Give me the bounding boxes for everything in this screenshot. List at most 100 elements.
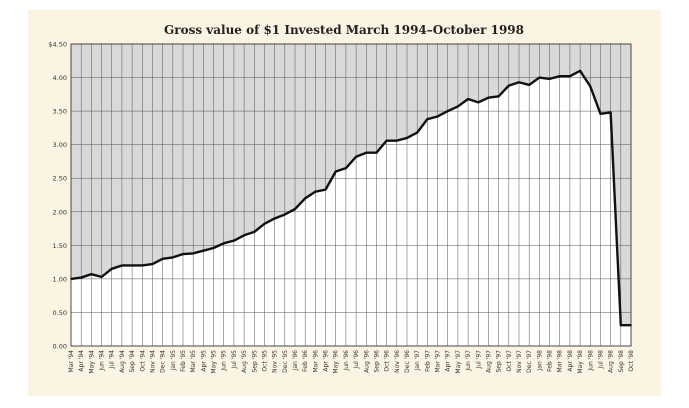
- x-tick-label: Oct '96: [384, 350, 391, 372]
- data-point: [110, 268, 113, 270]
- x-tick-label: Nov '97: [516, 350, 523, 373]
- data-point: [528, 84, 530, 86]
- data-point: [294, 208, 296, 210]
- data-point: [609, 111, 612, 114]
- data-point: [355, 155, 357, 158]
- data-point: [436, 115, 439, 118]
- x-tick-label: Jan '97: [414, 350, 421, 372]
- y-tick-label: $4.50: [48, 41, 67, 49]
- area-fill: [71, 70, 631, 346]
- x-tick-label: Nov '94: [149, 350, 156, 373]
- data-point: [100, 276, 103, 278]
- x-tick-label: Mar '95: [190, 350, 197, 373]
- data-point: [538, 76, 541, 79]
- x-tick-label: Jun '96: [343, 350, 350, 372]
- x-tick-label: Apr '95: [200, 350, 207, 372]
- data-point: [151, 263, 154, 265]
- x-tick-label: Feb '98: [547, 350, 554, 372]
- x-tick-label: Jan '96: [292, 350, 299, 372]
- data-point: [558, 75, 561, 78]
- data-point: [263, 223, 266, 225]
- x-tick-label: May '98: [577, 350, 584, 374]
- x-tick-label: Sep '96: [373, 350, 380, 373]
- data-point: [345, 167, 347, 169]
- data-point: [172, 256, 174, 259]
- data-point: [630, 324, 632, 326]
- data-point: [426, 118, 429, 120]
- x-tick-label: Dec '95: [282, 350, 289, 373]
- data-point: [365, 151, 368, 154]
- x-tick-label: Jan '95: [170, 350, 177, 372]
- y-tick-label: 4.00: [53, 74, 67, 82]
- data-point: [487, 96, 490, 99]
- data-point: [446, 110, 449, 112]
- data-point: [518, 81, 520, 84]
- y-tick-label: 0.00: [53, 343, 67, 351]
- data-point: [212, 247, 215, 249]
- data-point: [477, 101, 480, 104]
- x-tick-label: May '96: [333, 350, 340, 374]
- x-tick-label: Nov '95: [272, 350, 279, 373]
- data-point: [243, 234, 245, 237]
- x-tick-label: Oct '95: [261, 350, 268, 372]
- data-point: [385, 139, 388, 142]
- x-tick-label: Jun '95: [221, 350, 228, 372]
- x-tick-label: Sep '98: [618, 350, 625, 373]
- data-point: [192, 252, 194, 255]
- x-tick-label: Jan '98: [536, 350, 543, 372]
- x-tick-label: Jul '96: [353, 350, 360, 370]
- data-point: [599, 112, 602, 115]
- x-tick-label: Apr '96: [323, 350, 330, 372]
- data-point: [324, 188, 327, 191]
- x-tick-label: Nov '96: [394, 350, 401, 373]
- x-tick-label: Oct '98: [628, 350, 635, 372]
- x-tick-label: Mar '96: [312, 350, 319, 373]
- chart-title: Gross value of $1 Invested March 1994–Oc…: [164, 23, 524, 37]
- x-tick-label: Mar '94: [68, 350, 75, 373]
- x-tick-label: Jul '94: [109, 350, 116, 370]
- x-tick-label: Feb '97: [424, 350, 431, 372]
- data-point: [457, 105, 459, 108]
- data-point: [253, 231, 256, 233]
- data-point: [467, 98, 469, 100]
- data-point: [80, 276, 82, 279]
- x-tick-label: Aug '96: [363, 350, 370, 373]
- data-point: [569, 75, 571, 78]
- x-tick-label: Aug '94: [119, 350, 126, 373]
- data-point: [273, 217, 276, 220]
- data-point: [508, 84, 510, 87]
- x-tick-label: Mar '98: [557, 350, 564, 373]
- data-point: [497, 95, 500, 98]
- x-tick-label: Jul '98: [597, 350, 604, 370]
- x-tick-label: Dec '96: [404, 350, 411, 373]
- x-tick-label: Sep '97: [496, 350, 503, 373]
- chart-panel: Gross value of $1 Invested March 1994–Oc…: [28, 10, 661, 396]
- data-point: [284, 213, 286, 216]
- y-tick-label: 2.00: [53, 208, 67, 216]
- series-line: [70, 69, 631, 327]
- x-tick-label: Aug '95: [241, 350, 248, 373]
- y-tick-label: 2.50: [53, 175, 67, 183]
- data-point: [233, 239, 235, 242]
- data-point: [334, 170, 337, 173]
- x-tick-label: Oct '97: [506, 350, 513, 372]
- x-tick-label: Oct '94: [139, 350, 146, 372]
- data-point: [396, 139, 398, 142]
- data-point: [121, 264, 123, 267]
- x-tick-label: Jul '97: [475, 350, 482, 370]
- data-point: [314, 190, 317, 193]
- y-tick-label: 1.00: [53, 275, 67, 283]
- x-tick-label: Jun '97: [465, 350, 472, 372]
- y-tick-label: 1.50: [53, 242, 67, 250]
- x-tick-label: Feb '95: [180, 350, 187, 372]
- x-tick-label: May '94: [88, 350, 95, 374]
- data-point: [406, 137, 408, 139]
- x-tick-label: Jun '94: [99, 350, 106, 372]
- data-point: [202, 249, 205, 252]
- x-tick-label: Sep '95: [251, 350, 258, 373]
- x-tick-label: May '95: [211, 350, 218, 374]
- x-tick-label: May '97: [455, 350, 462, 374]
- plot-border: [70, 43, 632, 347]
- data-point: [416, 131, 418, 134]
- x-tick-label: Mar '97: [435, 350, 442, 373]
